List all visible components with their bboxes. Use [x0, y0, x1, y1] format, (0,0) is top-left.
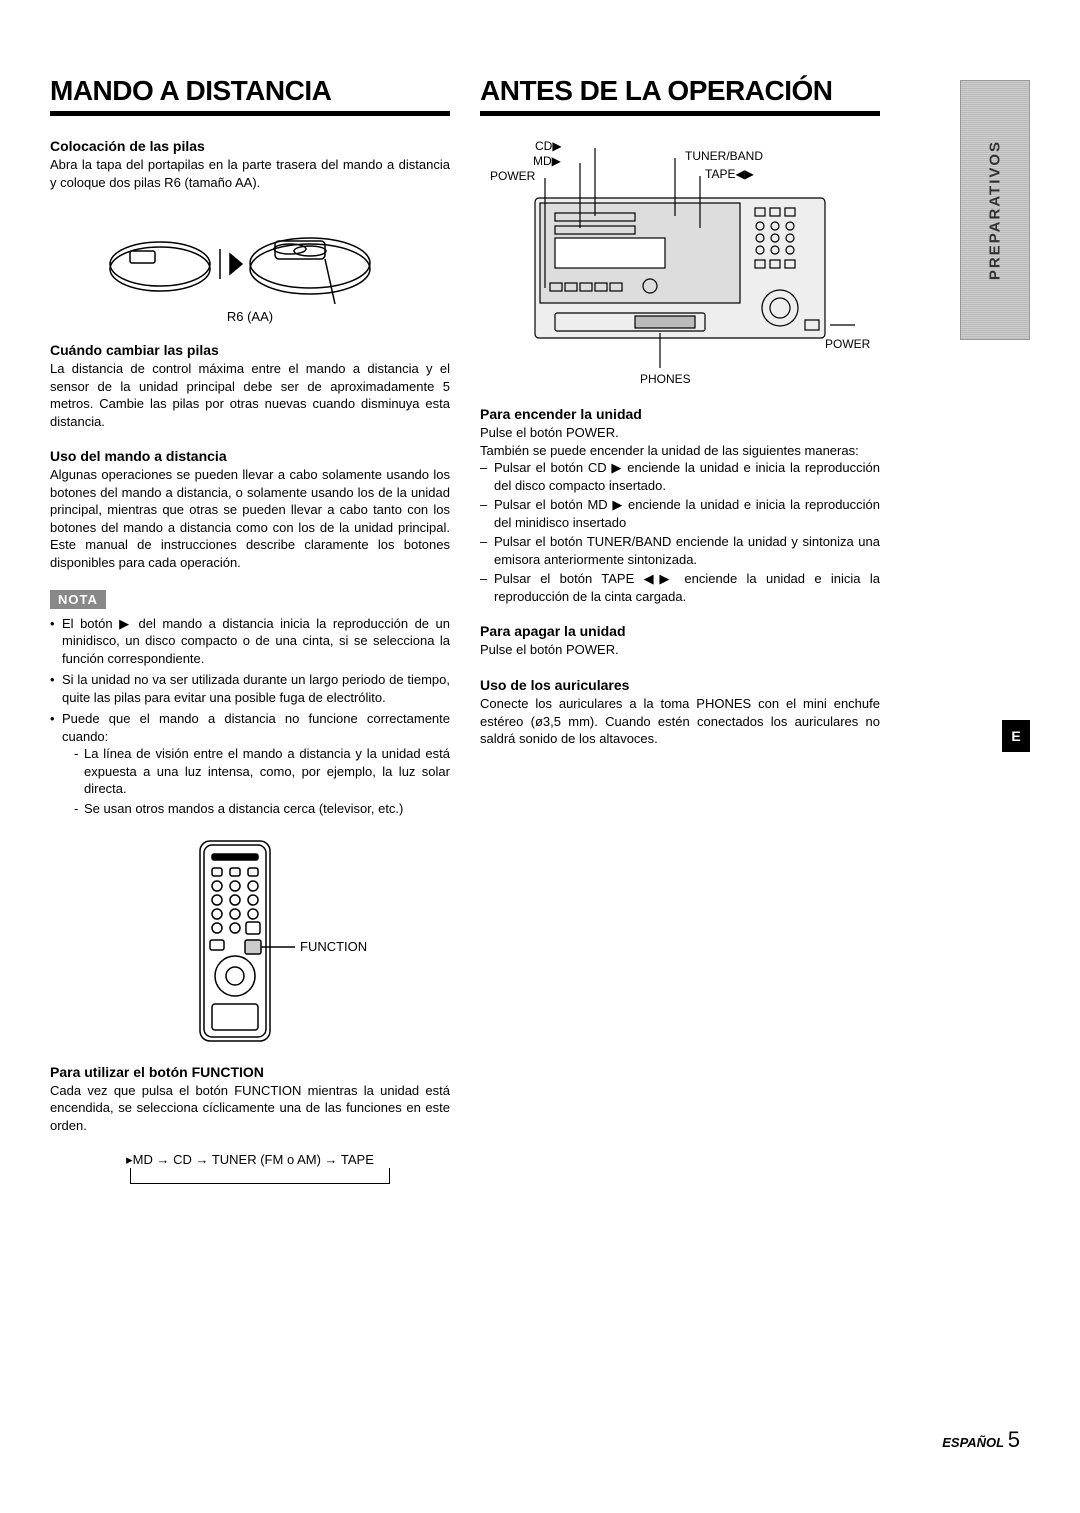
list-item: La línea de visión entre el mando a dist… [74, 745, 450, 798]
list-item: Pulsar el botón CD ▶ enciende la unidad … [480, 459, 880, 494]
list-item: Pulsar el botón TUNER/BAND enciende la u… [480, 533, 880, 568]
list-item: Si la unidad no va ser utilizada durante… [50, 671, 450, 706]
list-item: Se usan otros mandos a distancia cerca (… [74, 800, 450, 818]
left-column: MANDO A DISTANCIA Colocación de las pila… [50, 75, 450, 1184]
section-heading: Uso de los auriculares [480, 677, 880, 693]
footer-language: ESPAÑOL [942, 1435, 1004, 1450]
body-text: También se puede encender la unidad de l… [480, 442, 880, 460]
page-footer: ESPAÑOL 5 [942, 1427, 1020, 1453]
section-heading: Cuándo cambiar las pilas [50, 342, 450, 358]
list-item: El botón ▶ del mando a distancia inicia … [50, 615, 450, 668]
section-heading: Para encender la unidad [480, 406, 880, 422]
body-text: La distancia de control máxima entre el … [50, 360, 450, 430]
side-tab-text: PREPARATIVOS [987, 140, 1004, 280]
section-heading: Para apagar la unidad [480, 623, 880, 639]
dia-power-left: POWER [490, 169, 536, 183]
dia-phones: PHONES [640, 372, 691, 386]
left-title: MANDO A DISTANCIA [50, 75, 450, 107]
cycle-sequence: ▸MD → CD → TUNER (FM o AM) → TAPE [50, 1152, 450, 1168]
section-heading: Para utilizar el botón FUNCTION [50, 1064, 450, 1080]
body-text: Cada vez que pulsa el botón FUNCTION mie… [50, 1082, 450, 1135]
title-rule [480, 111, 880, 116]
dia-tape: TAPE◀▶ [705, 167, 755, 181]
body-text: Abra la tapa del portapilas en la parte … [50, 156, 450, 191]
footer-page-number: 5 [1008, 1427, 1020, 1452]
figure-caption: R6 (AA) [50, 309, 450, 324]
dia-tuner: TUNER/BAND [685, 149, 763, 163]
battery-figure: R6 (AA) [50, 209, 450, 324]
body-text: Pulse el botón POWER. [480, 424, 880, 442]
dia-power-right: POWER [825, 337, 871, 351]
list-item: Pulsar el botón MD ▶ enciende la unidad … [480, 496, 880, 531]
remote-figure: FUNCTION [50, 836, 450, 1046]
side-tab: PREPARATIVOS [960, 80, 1030, 340]
title-rule [50, 111, 450, 116]
function-label: FUNCTION [300, 939, 367, 954]
cycle-box [130, 1168, 390, 1184]
section-heading: Colocación de las pilas [50, 138, 450, 154]
section-heading: Uso del mando a distancia [50, 448, 450, 464]
stereo-figure: CD▶ MD▶ POWER TUNER/BAND TAPE◀▶ PHONES P… [480, 138, 880, 388]
body-text: Algunas operaciones se pueden llevar a c… [50, 466, 450, 571]
list-item: Puede que el mando a distancia no funcio… [50, 710, 450, 817]
body-text: Pulse el botón POWER. [480, 641, 880, 659]
language-tab: E [1002, 720, 1030, 752]
dia-cd: CD▶ [535, 139, 562, 153]
list-text: Puede que el mando a distancia no funcio… [62, 711, 450, 744]
nota-badge: NOTA [50, 590, 106, 609]
right-column: ANTES DE LA OPERACIÓN [480, 75, 880, 1184]
list-item: Pulsar el botón TAPE ◀▶ enciende la unid… [480, 570, 880, 605]
body-text: Conecte los auriculares a la toma PHONES… [480, 695, 880, 748]
right-title: ANTES DE LA OPERACIÓN [480, 75, 880, 107]
dia-md: MD▶ [533, 154, 562, 168]
